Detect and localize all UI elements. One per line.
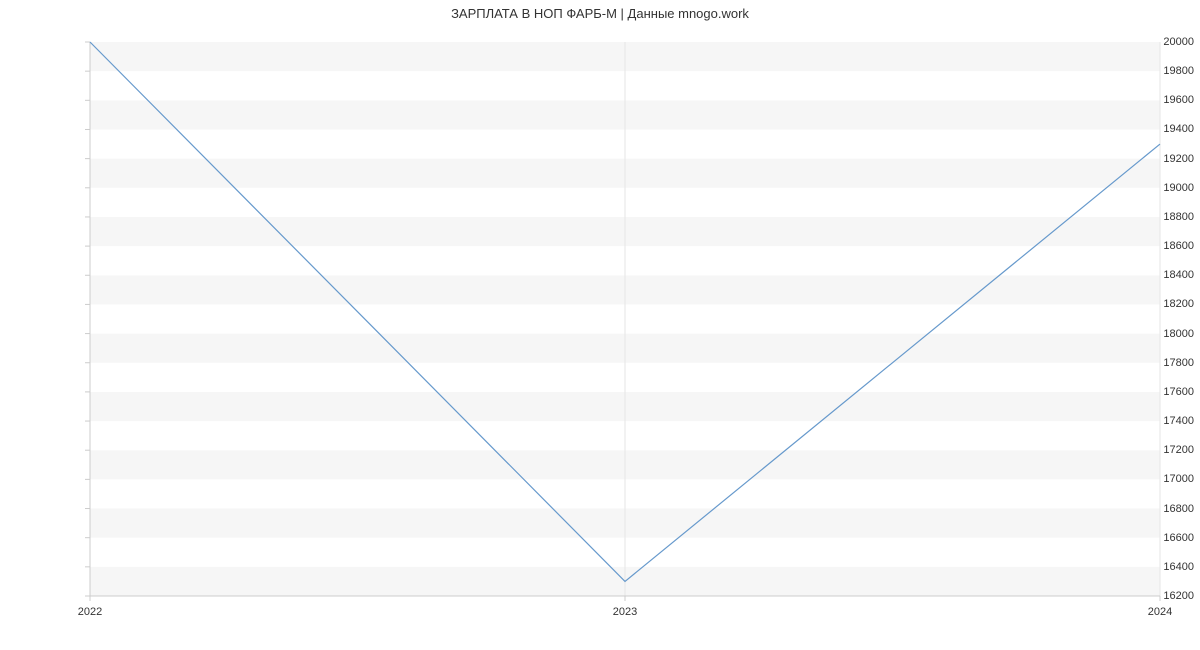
y-tick-label: 19600 — [1106, 94, 1200, 106]
y-tick-label: 18200 — [1106, 298, 1200, 310]
y-tick-label: 18800 — [1106, 211, 1200, 223]
y-tick-label: 16400 — [1106, 561, 1200, 573]
y-tick-label: 17600 — [1106, 386, 1200, 398]
y-tick-label: 18000 — [1106, 328, 1200, 340]
y-tick-label: 18400 — [1106, 269, 1200, 281]
y-tick-label: 18600 — [1106, 240, 1200, 252]
y-tick-label: 19800 — [1106, 65, 1200, 77]
x-tick-label: 2023 — [613, 600, 637, 618]
y-tick-label: 17800 — [1106, 357, 1200, 369]
chart-container: ЗАРПЛАТА В НОП ФАРБ-М | Данные mnogo.wor… — [0, 0, 1200, 650]
x-tick-label: 2024 — [1148, 600, 1172, 618]
y-tick-label: 17400 — [1106, 415, 1200, 427]
y-tick-label: 20000 — [1106, 36, 1200, 48]
y-tick-label: 17000 — [1106, 473, 1200, 485]
y-tick-label: 19200 — [1106, 153, 1200, 165]
x-tick-label: 2022 — [78, 600, 102, 618]
y-tick-label: 19400 — [1106, 123, 1200, 135]
y-tick-label: 17200 — [1106, 444, 1200, 456]
y-tick-label: 16800 — [1106, 503, 1200, 515]
chart-svg — [0, 0, 1200, 650]
y-tick-label: 16600 — [1106, 532, 1200, 544]
y-tick-label: 19000 — [1106, 182, 1200, 194]
